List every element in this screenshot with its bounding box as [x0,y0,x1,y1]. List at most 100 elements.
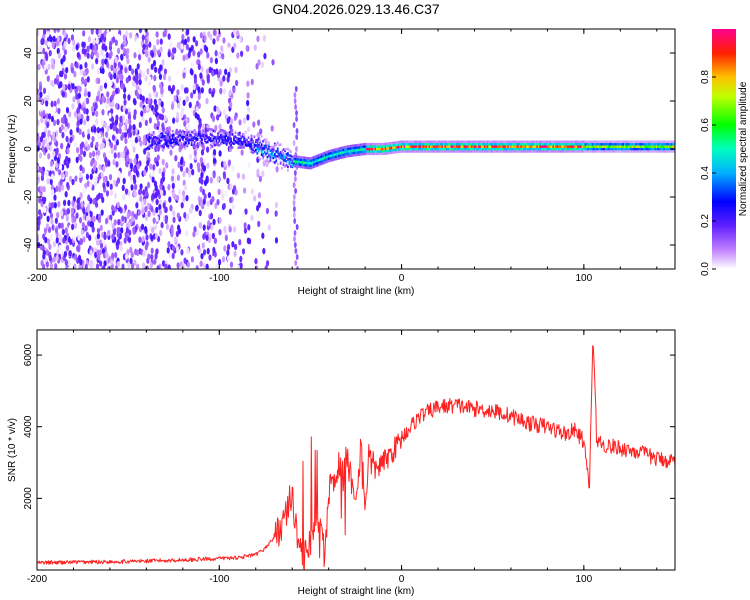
snr-ytick-label: 6000 [23,344,34,367]
spectrogram-cell [86,45,90,53]
spectrogram-cell [463,147,466,151]
spectrogram-cell [172,117,176,124]
spectrogram-cell [588,145,591,148]
spectrogram-cell [237,146,240,150]
spectrogram-cell [364,145,367,148]
spectrogram-cell [651,147,654,151]
spectrogram-cell [651,150,654,153]
spectrogram-cell [367,152,370,156]
spectrogram-cell [387,142,390,145]
spectrogram-cell [330,151,333,155]
spectrogram-cell [435,145,438,148]
spectrogram-cell [83,119,87,126]
spectrogram-cell [269,149,272,153]
spectrogram-cell [82,150,87,158]
spectrogram-cell [85,231,89,239]
spectrogram-cell [292,200,296,206]
spectrogram-cell [139,195,143,202]
spectrogram-cell [583,145,585,148]
spectrogram-cell [392,151,394,154]
spectrogram-cell [584,140,587,144]
spectrogram-cell [94,102,98,109]
spectrogram-cell [161,171,165,178]
spectrogram-cell [124,137,128,145]
spectrogram-cell [543,140,546,144]
spectrogram-cell [508,142,511,146]
spectrogram-cell [645,150,648,153]
spectrogram-cell [186,261,190,268]
spectrogram-cell [604,147,607,151]
spectrogram-cell [95,37,99,45]
spectrogram-cell [517,145,520,148]
spectrogram-cell [206,125,209,128]
spectrogram-cell [243,227,248,234]
spectrogram-cell [192,36,196,43]
spectrogram-cell [134,248,138,256]
spectrogram-cell [275,157,278,161]
spectrogram-cell [64,117,68,124]
spectrogram-cell [145,138,148,141]
spectrogram-cell [141,208,145,215]
spectrogram-cell [275,155,278,158]
spectrogram-cell [429,147,432,151]
spectrogram-cell [639,145,642,148]
spectrogram-cell [297,160,300,164]
spectrogram-cell [279,160,282,164]
spectrogram-cell [581,145,584,148]
spectrogram-cell [149,163,153,170]
spectrogram-cell [526,140,528,144]
spectrogram-cell [106,180,110,188]
spectrogram-cell [412,145,415,148]
spectrogram-cell [270,149,273,152]
spectrogram-cell [208,136,211,139]
spectrogram-cell [485,142,488,146]
spectrogram-cell [199,72,203,79]
spectrogram-cell [639,140,642,144]
spectrogram-cell [175,245,180,253]
spectrogram-cell [648,147,651,151]
spectrogram-cell [409,145,412,148]
snr-ytick-label: 2000 [23,487,34,510]
spectrogram-cell [92,38,96,45]
spectrogram-cell [41,170,45,177]
spectrogram-cell [215,262,219,269]
spectrogram-cell [246,141,248,145]
spectrogram-cell [187,141,190,145]
spectrogram-cell [335,155,337,158]
spectrogram-cell [272,156,275,160]
spectrogram-cell [51,189,55,196]
spectrogram-cell [135,153,139,161]
spectrogram-cell [324,153,327,157]
spectrogram-cell [230,118,234,125]
spectrogram-cell [348,147,351,151]
spectrogram-cell [615,150,617,153]
spectrogram-cell [247,162,251,169]
spectrogram-cell [216,35,220,42]
spectrogram-cell [594,140,597,144]
spectrogram-cell [343,153,346,156]
spectrogram-cell [102,176,107,183]
spectrogram-cell [638,145,641,148]
spectrogram-cell [326,153,329,156]
spectrogram-cell [667,150,670,153]
spectrogram-cell [558,147,561,151]
spectrogram-cell [448,142,451,146]
spectrogram-cell [342,148,345,152]
spectrogram-cell [432,147,435,151]
spectrogram-cell [103,233,107,240]
spectrogram-cell [285,147,288,151]
spectrogram-cell [79,164,83,172]
spectrogram-cell [61,63,65,70]
spectrogram-cell [228,67,232,74]
spectrogram-cell [387,147,390,150]
spectrogram-cell [188,101,192,109]
spectrogram-cell [549,147,552,151]
spectrogram-cell [137,48,141,56]
spectrogram-cell [530,147,533,151]
spectrogram-cell [124,108,129,115]
spectrogram-cell [55,254,59,262]
spectrogram-cell [171,182,175,190]
spectrogram-cell [523,140,526,144]
spectrogram-cell [119,64,124,71]
spectrogram-cell [504,150,507,153]
